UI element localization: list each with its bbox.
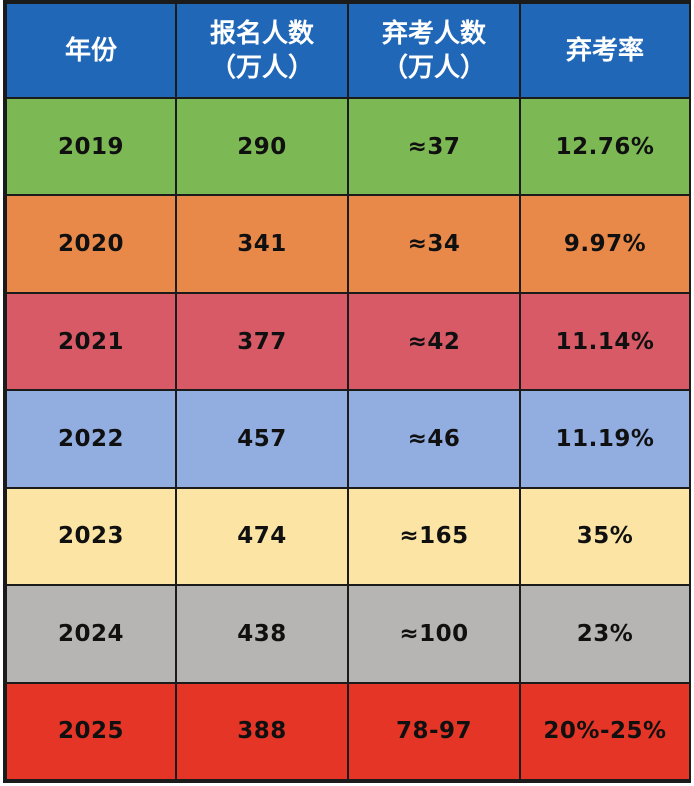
cell-year: 2019: [5, 96, 177, 197]
table-row: 2019 290 ≈37 12.76%: [5, 96, 691, 197]
header-absentees-label: 弃考人数: [381, 18, 486, 49]
header-registrants: 报名人数 （万人）: [175, 2, 349, 99]
data-table-container: 年份 报名人数 （万人） 弃考人数 （万人） 弃考率 2019 290 ≈37: [3, 0, 691, 783]
exam-abstention-table: 年份 报名人数 （万人） 弃考人数 （万人） 弃考率 2019 290 ≈37: [5, 2, 691, 782]
cell-absence-rate: 9.97%: [519, 194, 691, 294]
cell-absence-rate: 35%: [519, 486, 691, 587]
header-absentees-unit: （万人）: [381, 52, 486, 83]
cell-absentees: ≈37: [347, 96, 521, 197]
cell-absence-rate: 20%-25%: [519, 681, 691, 782]
cell-registrants: 341: [175, 194, 349, 294]
cell-registrants: 474: [175, 486, 349, 587]
cell-registrants: 438: [175, 584, 349, 684]
cell-year: 2021: [5, 291, 177, 392]
cell-year: 2023: [5, 486, 177, 587]
table-body: 2019 290 ≈37 12.76% 2020 341 ≈34 9.97% 2…: [5, 96, 691, 782]
cell-registrants: 290: [175, 96, 349, 197]
cell-registrants: 457: [175, 389, 349, 489]
header-year-label: 年份: [64, 35, 117, 66]
cell-year: 2025: [5, 681, 177, 782]
table-header: 年份 报名人数 （万人） 弃考人数 （万人） 弃考率: [5, 2, 691, 99]
header-absentees: 弃考人数 （万人）: [347, 2, 521, 99]
cell-absence-rate: 11.19%: [519, 389, 691, 489]
header-row: 年份 报名人数 （万人） 弃考人数 （万人） 弃考率: [5, 2, 691, 99]
header-registrants-label: 报名人数: [209, 18, 314, 49]
cell-absence-rate: 12.76%: [519, 96, 691, 197]
table-row: 2024 438 ≈100 23%: [5, 584, 691, 684]
table-row: 2021 377 ≈42 11.14%: [5, 291, 691, 392]
cell-year: 2022: [5, 389, 177, 489]
cell-registrants: 388: [175, 681, 349, 782]
cell-absentees: ≈165: [347, 486, 521, 587]
header-absence-rate-label: 弃考率: [565, 35, 644, 66]
table-row: 2022 457 ≈46 11.19%: [5, 389, 691, 489]
header-year: 年份: [5, 2, 177, 99]
table-row: 2023 474 ≈165 35%: [5, 486, 691, 587]
cell-absentees: ≈100: [347, 584, 521, 684]
table-row: 2020 341 ≈34 9.97%: [5, 194, 691, 294]
cell-year: 2020: [5, 194, 177, 294]
cell-absentees: ≈46: [347, 389, 521, 489]
cell-absence-rate: 23%: [519, 584, 691, 684]
table-row: 2025 388 78-97 20%-25%: [5, 681, 691, 782]
cell-absentees: ≈34: [347, 194, 521, 294]
header-registrants-unit: （万人）: [209, 52, 314, 83]
cell-absentees: 78-97: [347, 681, 521, 782]
cell-absence-rate: 11.14%: [519, 291, 691, 392]
cell-year: 2024: [5, 584, 177, 684]
cell-registrants: 377: [175, 291, 349, 392]
header-absence-rate: 弃考率: [519, 2, 691, 99]
cell-absentees: ≈42: [347, 291, 521, 392]
